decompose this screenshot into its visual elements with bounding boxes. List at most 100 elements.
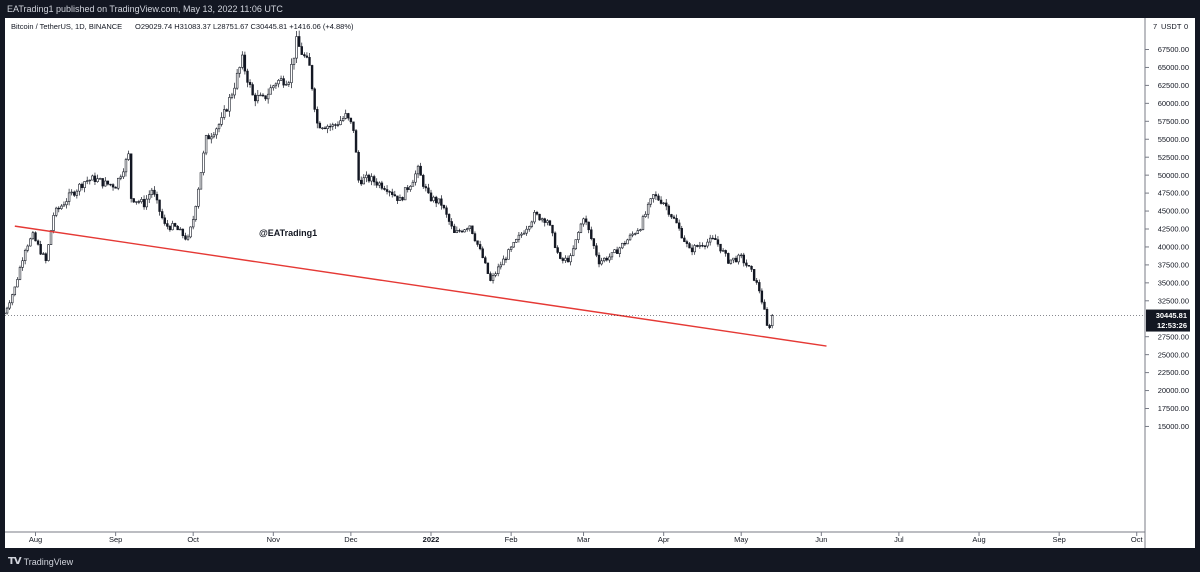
candle-up bbox=[235, 72, 239, 89]
candle-up bbox=[145, 198, 148, 208]
candle-down bbox=[357, 151, 360, 181]
candle-down bbox=[670, 214, 673, 218]
candle-down bbox=[142, 199, 146, 208]
candle-up bbox=[13, 286, 17, 295]
candle-down bbox=[380, 182, 384, 189]
candle-down bbox=[752, 269, 756, 281]
candle-down bbox=[551, 224, 554, 234]
candle-down bbox=[724, 250, 727, 254]
candle-up bbox=[223, 109, 226, 118]
candle-up bbox=[194, 206, 197, 220]
time-tick-label: Feb bbox=[505, 535, 518, 544]
ohlc-readout: O29029.74 H31083.37 L28751.67 C30445.81 … bbox=[135, 22, 354, 31]
candle-up bbox=[148, 194, 151, 200]
last-price-tag bbox=[1146, 309, 1190, 332]
candle-up bbox=[204, 135, 208, 154]
plot-area[interactable] bbox=[5, 18, 1145, 532]
candle-up bbox=[18, 267, 22, 280]
candle-down bbox=[323, 127, 327, 130]
time-tick-label: Mar bbox=[577, 535, 590, 544]
price-tick-label: 47500.00 bbox=[1158, 189, 1189, 198]
candle-down bbox=[711, 237, 714, 240]
candle-down bbox=[657, 195, 660, 201]
candle-down bbox=[181, 228, 185, 236]
candle-down bbox=[445, 207, 448, 215]
candle-down bbox=[434, 196, 438, 204]
candle-up bbox=[507, 249, 510, 260]
time-tick-label: Sep bbox=[109, 535, 122, 544]
candle-up bbox=[639, 229, 642, 231]
candle-up bbox=[618, 247, 621, 254]
candle-up bbox=[16, 279, 19, 288]
candle-up bbox=[613, 249, 616, 253]
candle-down bbox=[696, 245, 699, 247]
candle-down bbox=[667, 205, 671, 215]
candle-up bbox=[287, 82, 291, 85]
trendline-group[interactable] bbox=[14, 225, 827, 347]
candle-down bbox=[360, 179, 363, 185]
candle-up bbox=[771, 315, 774, 327]
candle-down bbox=[137, 201, 141, 203]
candle-up bbox=[494, 273, 497, 276]
candle-up bbox=[127, 153, 130, 160]
price-tick-label: 50000.00 bbox=[1158, 171, 1189, 180]
candle-up bbox=[212, 134, 216, 138]
tradingview-footer: TV TradingView bbox=[0, 552, 1200, 572]
candle-down bbox=[566, 257, 570, 263]
candle-up bbox=[662, 202, 665, 205]
candle-down bbox=[665, 202, 668, 207]
price-axis[interactable]: 67500.00 65000.00 62500.00 60000.00 57500.00… bbox=[1145, 45, 1189, 431]
price-tick-label: 37500.00 bbox=[1158, 261, 1189, 270]
price-tick-label: 57500.00 bbox=[1158, 117, 1189, 126]
time-axis[interactable]: Aug Sep Oct Nov Dec 2022 Feb Mar Apr May Jun Jul Aug… bbox=[29, 532, 1144, 544]
candle-up bbox=[238, 67, 241, 74]
candle-down bbox=[347, 113, 350, 119]
candle-up bbox=[533, 211, 536, 223]
candle-up bbox=[499, 264, 502, 268]
candle-up bbox=[285, 84, 288, 86]
candle-up bbox=[272, 85, 275, 89]
candle-up bbox=[525, 228, 528, 234]
tradingview-logo[interactable]: TV TradingView bbox=[8, 552, 73, 572]
tradingview-logo-icon: TV bbox=[8, 556, 22, 567]
candle-up bbox=[210, 136, 213, 140]
candle-up bbox=[416, 165, 420, 175]
candle-down bbox=[313, 88, 316, 110]
candle-up bbox=[339, 120, 342, 126]
candle-up bbox=[512, 242, 515, 248]
candle-down bbox=[388, 191, 391, 193]
candle-down bbox=[132, 198, 135, 203]
candle-down bbox=[484, 257, 487, 264]
candle-up bbox=[706, 241, 709, 247]
candle-up bbox=[98, 178, 102, 180]
price-tick-label: 67500.00 bbox=[1158, 45, 1189, 54]
candle-up bbox=[290, 64, 293, 84]
candle-up bbox=[520, 233, 523, 236]
candle-down bbox=[264, 95, 267, 100]
candle-up bbox=[732, 257, 735, 261]
chart-panel[interactable]: 30445.81 12:53:26 67500.00 65000.00 62500.0… bbox=[5, 18, 1195, 548]
candle-up bbox=[721, 250, 725, 252]
candle-down bbox=[352, 121, 355, 131]
candle-up bbox=[26, 245, 29, 251]
candle-down bbox=[336, 124, 340, 126]
symbol-line: Bitcoin / TetherUS, 1D, BINANCE bbox=[11, 22, 122, 31]
candle-up bbox=[52, 215, 55, 231]
candle-up bbox=[509, 246, 513, 250]
candle-up bbox=[602, 257, 606, 262]
candle-down bbox=[714, 238, 717, 241]
candle-up bbox=[60, 205, 63, 209]
candle-down bbox=[303, 54, 306, 57]
candle-down bbox=[173, 223, 177, 227]
time-tick-label: May bbox=[734, 535, 748, 544]
candle-down bbox=[305, 55, 309, 58]
candle-up bbox=[171, 223, 174, 231]
price-tick-label: 17500.00 bbox=[1158, 404, 1189, 413]
candle-down bbox=[440, 198, 443, 206]
candle-up bbox=[277, 80, 280, 85]
candle-down bbox=[297, 36, 301, 47]
candle-up bbox=[502, 258, 505, 266]
candle-down bbox=[349, 117, 353, 123]
candle-down bbox=[489, 273, 492, 281]
